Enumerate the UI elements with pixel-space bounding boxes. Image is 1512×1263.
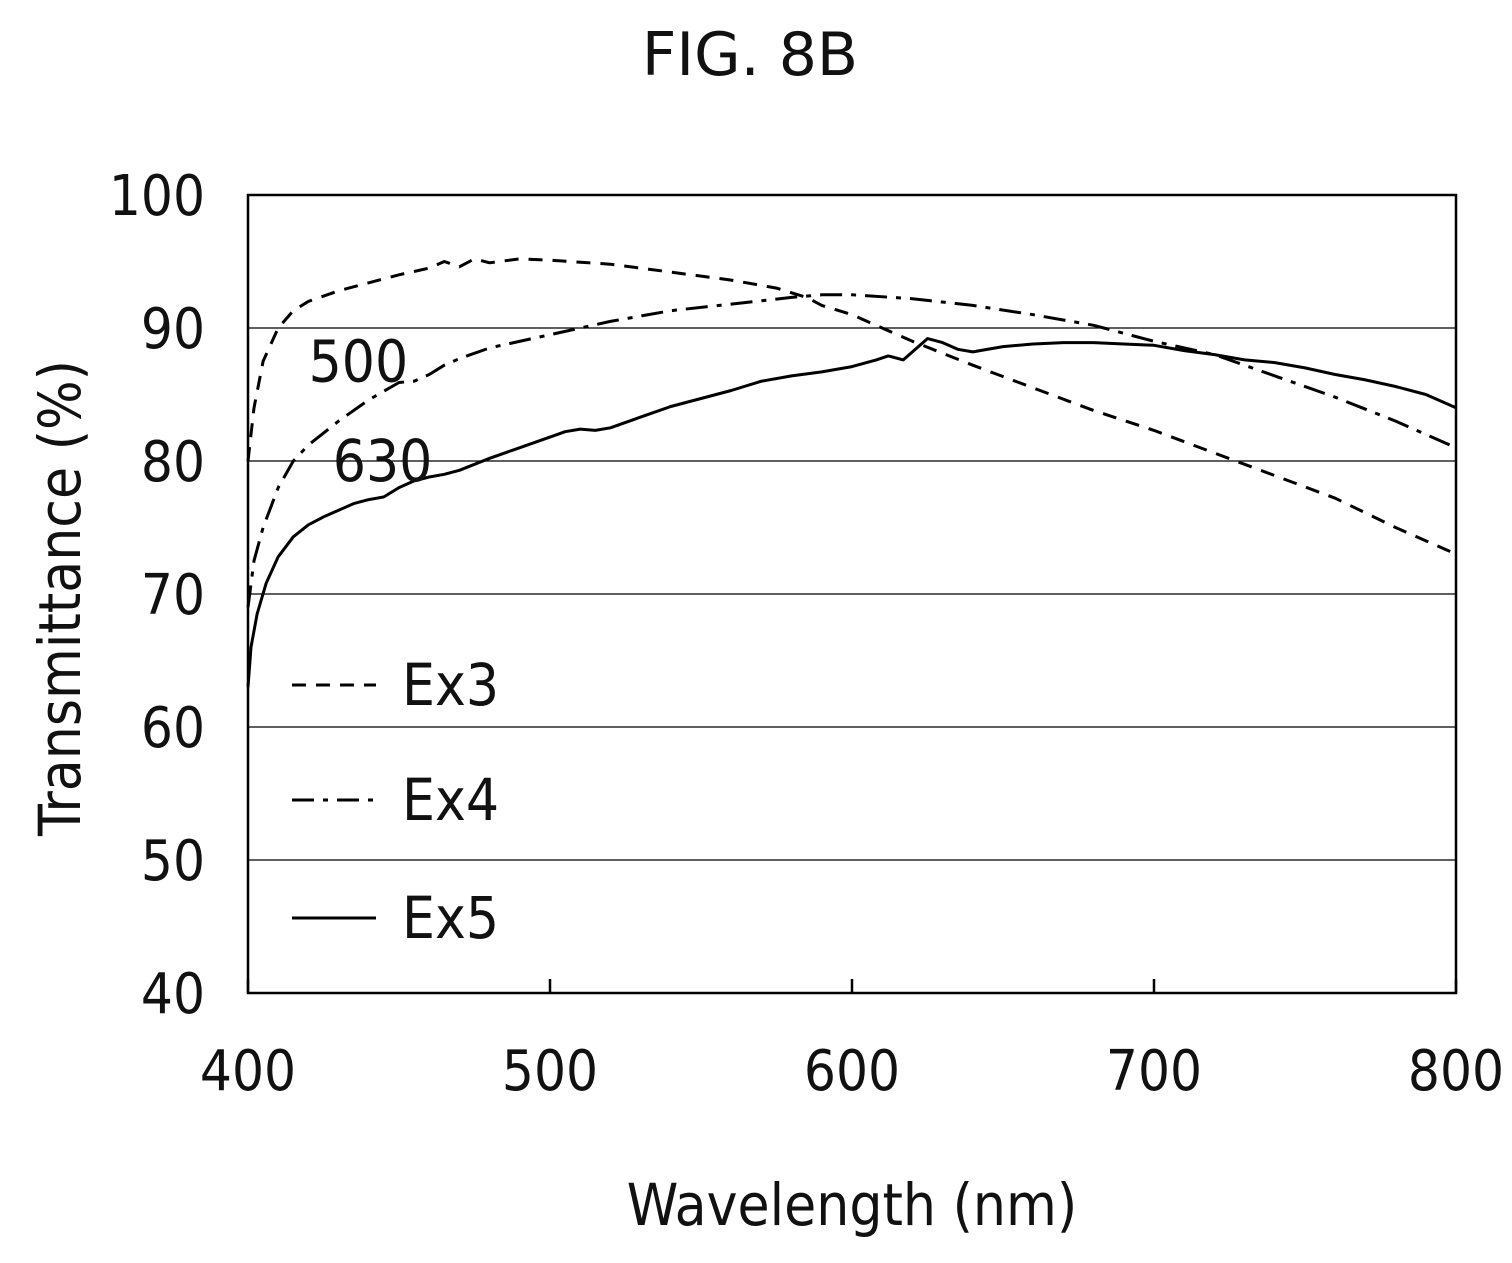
y-tick-label: 90 — [141, 297, 205, 362]
legend-label-ex4: Ex4 — [402, 766, 499, 834]
x-tick-label: 700 — [1106, 1039, 1202, 1104]
annotation-630: 630 — [333, 427, 433, 495]
grid-lines — [248, 327, 1456, 861]
series-line-ex4 — [246, 293, 1457, 608]
y-tick-label: 40 — [141, 962, 205, 1027]
legend-label-ex5: Ex5 — [402, 884, 499, 952]
x-axis-ticks: 400 500 600 700 800 — [200, 979, 1504, 1104]
legend: Ex3 Ex4 Ex5 — [292, 651, 499, 952]
x-tick-label: 500 — [502, 1039, 598, 1104]
x-tick-label: 800 — [1408, 1039, 1504, 1104]
y-tick-label: 50 — [141, 829, 205, 894]
x-tick-label: 600 — [804, 1039, 900, 1104]
legend-label-ex3: Ex3 — [402, 651, 499, 719]
y-tick-label: 60 — [141, 696, 205, 761]
annotation-500: 500 — [309, 327, 409, 395]
x-tick-label: 400 — [200, 1039, 296, 1104]
y-tick-label: 80 — [141, 430, 205, 495]
y-axis-label: Transmittance (%) — [26, 360, 94, 837]
y-tick-label: 70 — [141, 563, 205, 628]
series-line-ex5 — [246, 337, 1457, 688]
series-line-ex3 — [246, 257, 1457, 556]
x-axis-label: Wavelength (nm) — [627, 1171, 1077, 1239]
y-axis-ticks: 40 50 60 70 80 90 100 — [109, 164, 205, 1027]
series-lines — [246, 257, 1457, 688]
figure-title: FIG. 8B — [642, 20, 858, 90]
y-tick-label: 100 — [109, 164, 205, 229]
